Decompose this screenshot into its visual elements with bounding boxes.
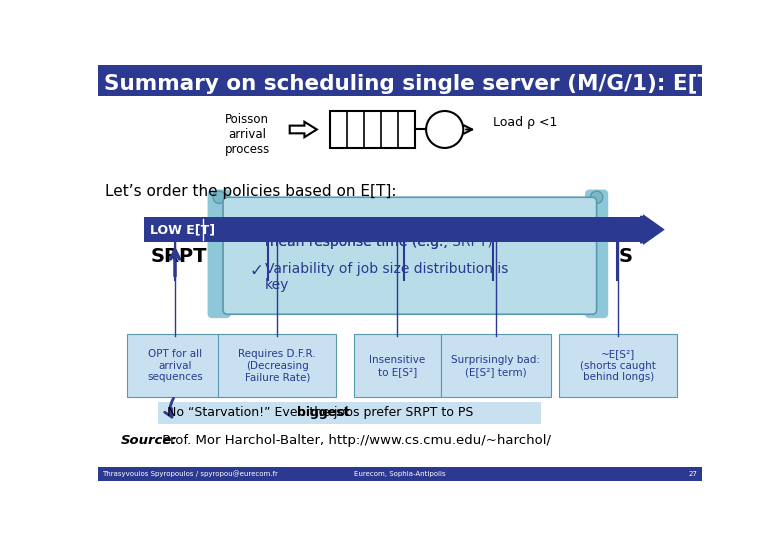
Circle shape	[590, 191, 603, 204]
Text: Poisson
arrival
process: Poisson arrival process	[225, 112, 270, 156]
Text: Let’s order the policies based on E[T]:: Let’s order the policies based on E[T]:	[105, 184, 397, 199]
Text: ~E[S²]
(shorts caught
behind longs): ~E[S²] (shorts caught behind longs)	[580, 349, 656, 382]
Text: No “Starvation!” Even the: No “Starvation!” Even the	[167, 406, 334, 420]
FancyArrowPatch shape	[165, 398, 173, 417]
Text: Smart scheduling greatly improves
mean response time (e.g.,: Smart scheduling greatly improves mean r…	[265, 219, 509, 249]
Text: ✓: ✓	[250, 219, 264, 237]
Text: Smart scheduling greatly improves
mean response time (e.g., SRPT): Smart scheduling greatly improves mean r…	[265, 219, 509, 249]
Text: Load ρ <1: Load ρ <1	[493, 116, 557, 129]
Text: Requires D.F.R.
(Decreasing
Failure Rate): Requires D.F.R. (Decreasing Failure Rate…	[239, 349, 316, 382]
Text: LOW E[T]: LOW E[T]	[151, 223, 215, 236]
FancyBboxPatch shape	[585, 190, 608, 318]
Text: biggest: biggest	[297, 406, 350, 420]
FancyBboxPatch shape	[223, 197, 597, 314]
Text: Source:: Source:	[121, 434, 177, 448]
Text: Summary on scheduling single server (M/G/1): E[T]: Summary on scheduling single server (M/G…	[104, 74, 722, 94]
Text: Prof. Mor Harchol-Balter, http://www.cs.cmu.edu/~harchol/: Prof. Mor Harchol-Balter, http://www.cs.…	[158, 434, 551, 448]
FancyBboxPatch shape	[441, 334, 551, 397]
Text: S: S	[619, 247, 633, 266]
Text: SRPT: SRPT	[151, 247, 207, 266]
Text: ✓: ✓	[250, 262, 264, 280]
Text: HIGH E[T]: HIGH E[T]	[668, 223, 736, 236]
Text: Eurecom, Sophia-Antipolis: Eurecom, Sophia-Antipolis	[354, 471, 445, 477]
Text: Thrasyvouios Spyropoulos / spyropou@eurecom.fr: Thrasyvouios Spyropoulos / spyropou@eure…	[102, 470, 278, 477]
Text: 27: 27	[689, 471, 697, 477]
Bar	[144, 217, 640, 242]
Bar	[98, 65, 702, 96]
FancyArrow shape	[640, 214, 665, 245]
Circle shape	[213, 191, 225, 204]
FancyBboxPatch shape	[127, 334, 223, 397]
Circle shape	[426, 111, 463, 148]
FancyBboxPatch shape	[354, 334, 441, 397]
FancyArrow shape	[289, 122, 317, 137]
Text: Variability of job size distribution is
key: Variability of job size distribution is …	[265, 262, 509, 292]
Text: Insensitive
to E[S²]: Insensitive to E[S²]	[369, 355, 426, 377]
FancyBboxPatch shape	[218, 334, 336, 397]
Bar	[98, 467, 702, 481]
Bar	[330, 111, 415, 148]
Text: jobs prefer SRPT to PS: jobs prefer SRPT to PS	[330, 406, 473, 420]
FancyBboxPatch shape	[158, 402, 541, 423]
FancyBboxPatch shape	[559, 334, 677, 397]
Text: Surprisingly bad:
(E[S²] term): Surprisingly bad: (E[S²] term)	[452, 355, 541, 377]
FancyBboxPatch shape	[207, 190, 231, 318]
Text: OPT for all
arrival
sequences: OPT for all arrival sequences	[147, 349, 203, 382]
